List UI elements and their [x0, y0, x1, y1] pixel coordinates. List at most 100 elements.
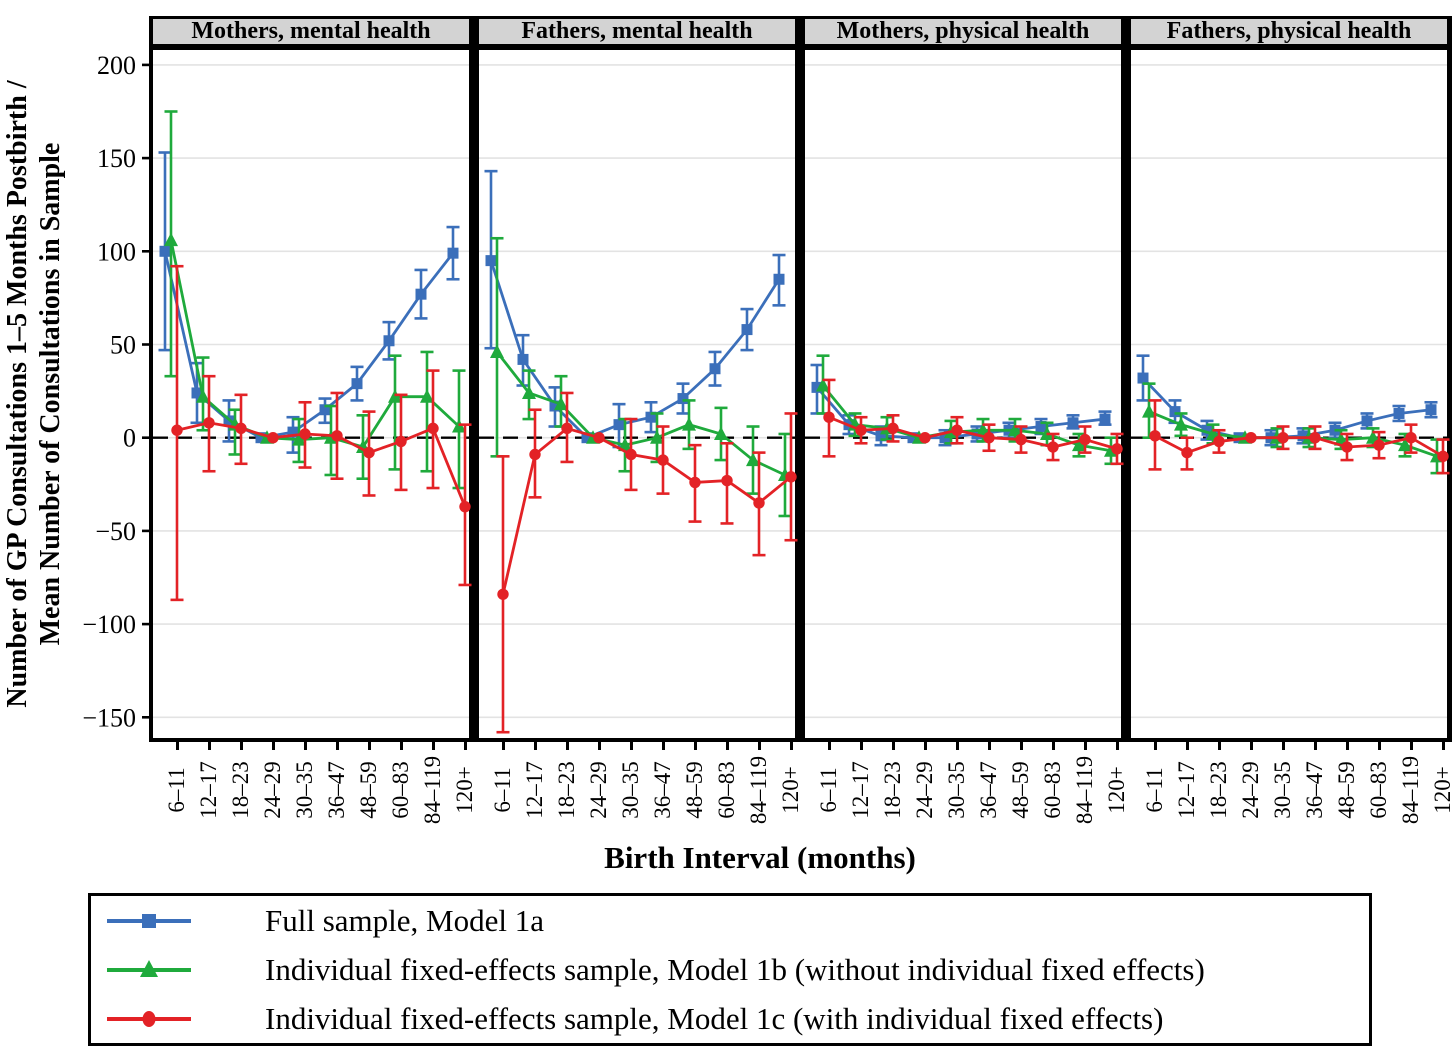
x-tick-label: 84–119 [1072, 755, 1097, 825]
legend-label: Individual fixed-effects sample, Model 1… [265, 1000, 1164, 1036]
x-tick-mark [597, 741, 601, 750]
legend-item: Individual fixed-effects sample, Model 1… [91, 945, 1369, 994]
marker-triangle [1174, 417, 1188, 431]
marker-square [383, 335, 395, 347]
marker-circle [721, 474, 733, 487]
marker-square [1099, 413, 1111, 425]
marker-triangle [1008, 422, 1022, 437]
x-tick-mark [1185, 741, 1189, 750]
marker-circle [235, 422, 247, 435]
legend-item: Full sample, Model 1a [91, 896, 1369, 945]
marker-square [415, 288, 427, 300]
marker-circle [171, 424, 183, 436]
marker-square [613, 419, 625, 431]
x-tick-mark [1377, 741, 1381, 750]
x-tick-label: 6–11 [1142, 767, 1167, 813]
x-tick-label: 84–119 [746, 755, 771, 825]
marker-circle [299, 428, 311, 440]
x-tick-mark [1409, 741, 1413, 750]
marker-square [1201, 424, 1213, 436]
marker-triangle [292, 432, 306, 446]
legend-marker [140, 959, 158, 977]
x-tick-label: 18–23 [554, 761, 579, 819]
marker-square [709, 363, 721, 375]
y-tick-label: 0 [123, 424, 136, 453]
marker-triangle [746, 452, 760, 467]
marker-circle [529, 448, 541, 461]
marker-triangle [554, 396, 568, 411]
x-tick-label: 30–35 [292, 761, 317, 819]
x-tick-mark [629, 741, 633, 750]
marker-circle [983, 432, 995, 444]
x-tick-mark [239, 741, 243, 750]
x-tick-mark [1115, 741, 1119, 750]
x-tick-label: 6–11 [816, 767, 841, 813]
x-tick-label: 18–23 [1206, 761, 1231, 819]
marker-circle [1111, 443, 1123, 455]
marker-square [1035, 421, 1047, 433]
marker-circle [363, 446, 375, 459]
series-red [170, 264, 472, 602]
marker-circle [497, 588, 509, 600]
x-tick-label: 120+ [778, 766, 803, 814]
y-tick-label: 200 [97, 51, 136, 80]
marker-circle [1047, 441, 1059, 453]
legend-label: Individual fixed-effects sample, Model 1… [265, 951, 1205, 987]
marker-triangle [490, 344, 504, 358]
y-tick-label: −100 [82, 610, 136, 639]
marker-square [549, 400, 561, 412]
marker-triangle [714, 426, 728, 440]
marker-circle [1181, 446, 1193, 459]
x-tick-label: 24–29 [1238, 761, 1263, 819]
marker-triangle [522, 385, 536, 399]
marker-triangle [164, 232, 178, 247]
marker-circle [1245, 432, 1257, 444]
series-line [495, 351, 786, 477]
x-tick-mark [1345, 741, 1349, 750]
panel-plot [479, 64, 798, 734]
x-tick-mark [565, 741, 569, 750]
marker-square [1169, 406, 1181, 418]
marker-circle [267, 432, 279, 444]
x-tick-mark [335, 741, 339, 750]
x-tick-mark [891, 741, 895, 750]
x-tick-label: 36–47 [976, 761, 1001, 819]
marker-circle [427, 422, 439, 435]
marker-triangle [650, 430, 664, 444]
marker-circle [919, 432, 931, 444]
marker-circle [689, 476, 701, 489]
x-tick-label: 120+ [1430, 766, 1455, 814]
marker-triangle [682, 417, 696, 431]
marker-square [255, 432, 267, 444]
x-tick-label: 30–35 [618, 761, 643, 819]
x-tick-mark [757, 741, 761, 750]
panel-1 [150, 47, 472, 741]
x-tick-label: 24–29 [586, 761, 611, 819]
circle-legend-marker-icon [107, 1010, 191, 1027]
x-axis-title: Birth Interval (months) [604, 840, 916, 875]
x-tick-label: 60–83 [1040, 761, 1065, 819]
panel-plot [1131, 64, 1450, 719]
panel-header: Mothers, physical health [802, 16, 1124, 47]
x-tick-label: 24–29 [912, 761, 937, 819]
marker-square [677, 393, 689, 405]
marker-square [907, 432, 919, 444]
x-tick-mark [1051, 741, 1055, 750]
x-tick-mark [303, 741, 307, 750]
marker-circle [1341, 441, 1353, 453]
x-tick-mark [955, 741, 959, 750]
legend-label: Full sample, Model 1a [265, 902, 544, 938]
marker-square [1361, 415, 1373, 427]
marker-square [191, 387, 203, 399]
x-tick-label: 6–11 [164, 767, 189, 813]
x-tick-label: 36–47 [1302, 761, 1327, 819]
x-tick-mark [923, 741, 927, 750]
x-tick-mark [1083, 741, 1087, 750]
marker-circle [593, 432, 605, 444]
panel-3 [802, 47, 1124, 741]
marker-circle [395, 435, 407, 448]
marker-circle [1405, 432, 1417, 444]
x-tick-label: 18–23 [228, 761, 253, 819]
marker-square [159, 245, 171, 257]
